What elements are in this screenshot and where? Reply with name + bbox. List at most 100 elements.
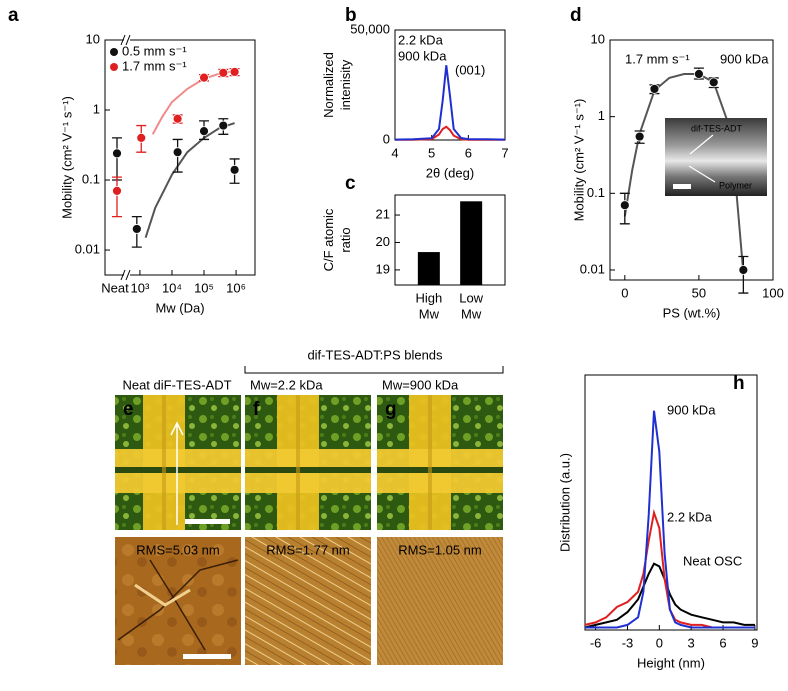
panel-label: f (253, 399, 260, 420)
bar (417, 252, 440, 285)
legend-label: 1.7 mm s⁻¹ (122, 58, 187, 73)
error-bar (112, 176, 122, 218)
x-tick-label: -6 (590, 635, 602, 650)
x-tick-label: 6 (465, 145, 472, 160)
x-axis-label: Mw (Da) (155, 300, 204, 315)
channel (296, 395, 300, 530)
inset-image (665, 118, 767, 196)
rms-label: RMS=1.77 nm (266, 542, 349, 557)
x-tick-label: 4 (391, 145, 398, 160)
plot-frame (394, 29, 506, 141)
panel-label: h (733, 373, 745, 394)
series-label: 900 kDa (667, 402, 716, 417)
annotation: 900 kDa (720, 51, 769, 66)
y-axis-label: Normalized (321, 52, 336, 118)
x-tick-label: High (415, 290, 442, 305)
x-tick-label: 10⁵ (194, 280, 214, 295)
image-title: Neat diF-TES-ADT (122, 377, 231, 392)
x-axis-label: PS (wt.%) (663, 305, 721, 320)
plot-frame (104, 39, 256, 276)
axis-break-gap (124, 36, 130, 44)
y-tick-label: 0.01 (580, 261, 605, 276)
data-point (649, 84, 660, 94)
data-point (172, 147, 183, 158)
series-label: Neat OSC (683, 553, 742, 568)
legend-marker (110, 48, 118, 56)
channel (115, 467, 241, 473)
legend-label: 0.5 mm s⁻¹ (122, 43, 187, 58)
data-line (394, 125, 505, 141)
error-bar (112, 137, 122, 181)
series-label: 900 kDa (398, 48, 447, 63)
panel-label: g (385, 399, 397, 420)
x-tick-label: 9 (751, 635, 758, 650)
x-tick-label: 6 (719, 635, 726, 650)
y-tick-label: 0.1 (587, 185, 605, 200)
y-axis-label: ratio (338, 227, 353, 252)
x-tick-label: 50 (692, 285, 706, 300)
y-tick-label: 21 (376, 206, 390, 221)
x-tick-label: Low (459, 290, 483, 305)
y-tick-label: 50,000 (350, 21, 390, 36)
y-axis-label: C/F atomic (321, 208, 336, 271)
scale-bar (183, 654, 231, 659)
plot-frame (584, 374, 758, 631)
fit-line (144, 122, 235, 239)
channel (428, 395, 432, 530)
x-tick-label: 0 (621, 285, 628, 300)
afm-image (377, 537, 503, 665)
annotation: 1.7 mm s⁻¹ (625, 51, 690, 66)
series-label: 2.2 kDa (667, 509, 713, 524)
data-point (619, 200, 630, 211)
panel-label: d (570, 5, 582, 26)
data-point (634, 131, 645, 142)
data-point (218, 120, 229, 131)
data-point (136, 132, 147, 143)
data-point (738, 265, 749, 275)
bar (460, 201, 483, 285)
x-tick-label: 0 (656, 635, 663, 650)
x-tick-label: Mw (419, 306, 440, 321)
x-tick-label: -3 (622, 635, 634, 650)
axis-break (120, 34, 131, 46)
rms-label: RMS=5.03 nm (136, 542, 219, 557)
data-point (199, 126, 209, 136)
y-tick-label: 19 (376, 261, 390, 276)
image-title: Mw=2.2 kDa (250, 377, 323, 392)
y-axis-label: Distribution (a.u.) (557, 453, 572, 552)
panel-label: e (123, 399, 134, 420)
data-line (394, 65, 506, 141)
y-tick-label: 1 (93, 101, 100, 116)
afm-image (115, 537, 241, 665)
axis-break-gap (124, 271, 130, 279)
x-tick-label: Neat (101, 280, 129, 295)
x-tick-label: 10⁴ (162, 280, 182, 295)
data-point (694, 69, 704, 79)
ridge (134, 583, 191, 607)
x-axis-label: 2θ (deg) (426, 165, 474, 180)
x-tick-label: 5 (428, 145, 435, 160)
y-tick-label: 10 (591, 31, 605, 46)
rms-label: RMS=1.05 nm (398, 542, 481, 557)
image-title: Mw=900 kDa (382, 377, 459, 392)
data-point (229, 67, 240, 77)
bracket (244, 366, 504, 374)
y-tick-label: 20 (376, 234, 390, 249)
x-tick-label: 3 (688, 635, 695, 650)
plot-frame (609, 39, 774, 281)
y-tick-label: 10 (86, 31, 100, 46)
y-axis-label: intenisity (338, 59, 353, 110)
x-tick-label: 10³ (131, 280, 150, 295)
data-point (112, 185, 122, 196)
data-line (585, 410, 755, 629)
annotation: (001) (455, 62, 485, 77)
data-point (199, 72, 209, 83)
panel-label: c (345, 173, 356, 194)
inset-arrow (688, 134, 716, 183)
y-axis-label: Mobility (cm² V⁻¹ s⁻¹) (571, 99, 586, 222)
x-tick-label: Mw (461, 306, 482, 321)
blend-header: dif-TES-ADT:PS blends (307, 347, 443, 362)
arrow (170, 421, 184, 525)
